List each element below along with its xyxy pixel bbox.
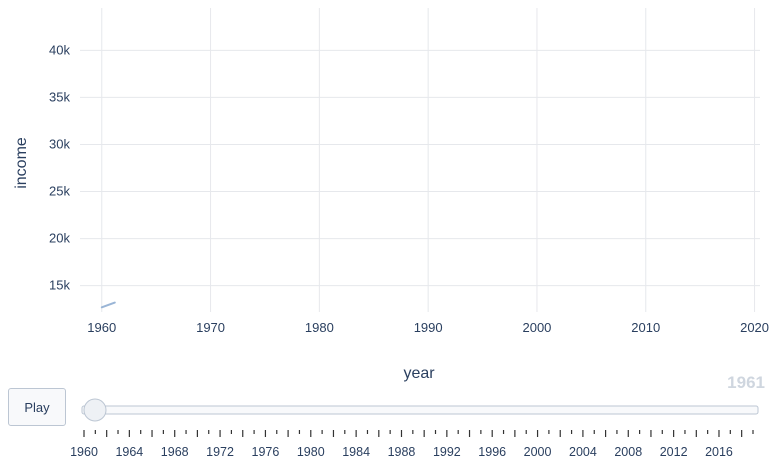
slider-label: 1972: [206, 445, 234, 459]
y-axis-title: income: [13, 137, 30, 189]
slider-label: 1976: [252, 445, 280, 459]
x-axis-title: year: [403, 365, 435, 382]
x-tick-label: 1980: [305, 320, 334, 335]
y-axis-ticks: 15k 20k 25k 30k 35k 40k: [49, 42, 70, 292]
series-lines: [100, 301, 116, 309]
y-tick-label: 20k: [49, 231, 70, 246]
slider-label: 1964: [115, 445, 143, 459]
x-tick-label: 1960: [87, 320, 116, 335]
slider-label: 2000: [524, 445, 552, 459]
slider-label: 1980: [297, 445, 325, 459]
slider-label: 2008: [614, 445, 642, 459]
x-tick-label: 2020: [740, 320, 769, 335]
x-tick-label: 1990: [414, 320, 443, 335]
y-tick-label: 30k: [49, 136, 70, 151]
slider-label: 1992: [433, 445, 461, 459]
x-tick-label: 2000: [522, 320, 551, 335]
slider-label: 2004: [569, 445, 597, 459]
slider-label: 1968: [161, 445, 189, 459]
grid: [80, 8, 760, 312]
play-button[interactable]: Play: [8, 388, 66, 426]
slider-track[interactable]: [81, 405, 759, 415]
slider-handle[interactable]: [83, 398, 107, 422]
slider-labels: 1960 1964 1968 1972 1976 1980 1984 1988 1992 1996…: [70, 445, 733, 459]
year-slider[interactable]: 1960 1964 1968 1972 1976 1980 1984 1988 1992 1996…: [70, 398, 759, 459]
y-tick-label: 15k: [49, 278, 70, 293]
y-tick-label: 40k: [49, 42, 70, 57]
slider-current-value: 1961: [727, 373, 765, 392]
slider-label: 2016: [705, 445, 733, 459]
series-line: [100, 301, 116, 309]
slider-label: 1984: [342, 445, 370, 459]
slider-label: 1960: [70, 445, 98, 459]
slider-label: 1996: [478, 445, 506, 459]
x-tick-label: 2010: [631, 320, 660, 335]
slider-label: 1988: [388, 445, 416, 459]
x-axis-ticks: 1960 1970 1980 1990 2000 2010 2020: [87, 320, 769, 335]
y-tick-label: 35k: [49, 89, 70, 104]
slider-label: 2012: [660, 445, 688, 459]
x-tick-label: 1970: [196, 320, 225, 335]
slider-ticks: [83, 430, 754, 437]
y-tick-label: 25k: [49, 184, 70, 199]
